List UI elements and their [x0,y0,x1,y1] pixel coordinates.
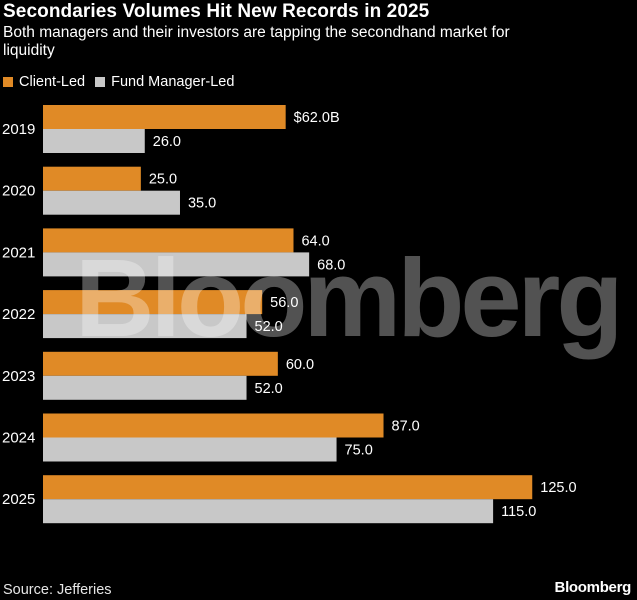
bar-fund-manager-led-2019 [43,129,145,153]
category-label-2025: 2025 [2,491,35,508]
category-label-2021: 2021 [2,244,35,261]
bar-client-led-2023 [43,351,278,376]
chart-title: Secondaries Volumes Hit New Records in 2… [3,1,430,22]
bar-client-led-2019 [43,105,286,129]
bar-fund-manager-led-2023 [43,375,247,400]
bar-fund-manager-led-2022 [43,314,247,339]
bar-fund-manager-led-2021 [43,252,310,277]
value-label-fund-manager-led-2022: 52.0 [255,319,283,335]
bar-fund-manager-led-2024 [43,437,337,462]
value-label-client-led-2023: 60.0 [286,357,314,373]
value-label-client-led-2025: 125.0 [540,480,576,496]
legend-label-fund-manager-led: Fund Manager-Led [111,74,235,90]
category-label-2019: 2019 [2,121,35,138]
category-label-2020: 2020 [2,183,35,200]
legend-swatch-fund-manager-led [95,77,106,87]
value-label-client-led-2019: $62.0B [294,110,340,126]
value-label-client-led-2022: 56.0 [270,295,298,311]
legend-label-client-led: Client-Led [19,74,86,90]
category-label-2023: 2023 [2,368,35,385]
value-label-fund-manager-led-2021: 68.0 [317,257,345,273]
source-note: Source: Jefferies [3,582,112,598]
value-label-client-led-2021: 64.0 [301,233,329,249]
bar-client-led-2025 [43,475,533,500]
legend: Client-Led Fund Manager-Led [3,74,244,90]
value-label-client-led-2024: 87.0 [392,419,420,435]
legend-swatch-client-led [3,77,13,87]
category-label-2024: 2024 [2,430,35,447]
category-label-2022: 2022 [2,306,35,323]
value-label-fund-manager-led-2019: 26.0 [153,134,181,150]
bar-client-led-2022 [43,290,263,315]
bar-client-led-2024 [43,413,384,438]
bar-fund-manager-led-2020 [43,190,180,215]
value-label-fund-manager-led-2024: 75.0 [345,443,373,459]
bar-client-led-2020 [43,166,141,191]
chart-subtitle: Both managers and their investors are ta… [3,24,510,59]
bar-fund-manager-led-2025 [43,499,494,524]
bloomberg-logo: Bloomberg [554,579,632,596]
bar-client-led-2021 [43,228,294,253]
legend-item-fund-manager-led: Fund Manager-Led [95,74,234,90]
value-label-fund-manager-led-2025: 115.0 [501,504,536,520]
value-label-fund-manager-led-2023: 52.0 [255,381,283,397]
value-label-client-led-2020: 25.0 [149,172,177,188]
value-label-fund-manager-led-2020: 35.0 [188,196,216,212]
legend-item-client-led: Client-Led [3,74,85,90]
